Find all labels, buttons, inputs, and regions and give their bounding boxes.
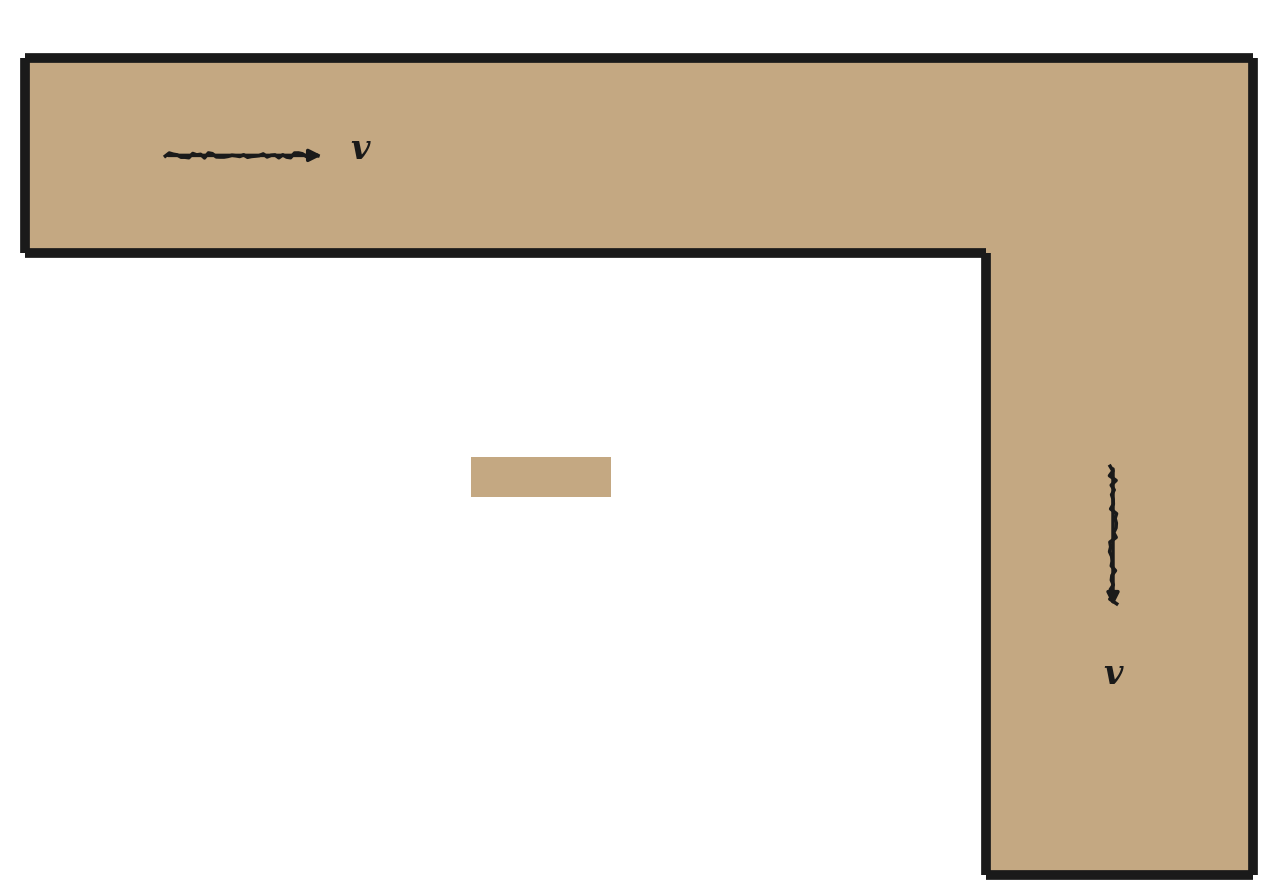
- Text: v: v: [350, 132, 369, 166]
- Text: v: v: [1103, 658, 1123, 692]
- Bar: [25, 58, 986, 253]
- Bar: [986, 58, 1253, 875]
- Bar: [471, 457, 611, 497]
